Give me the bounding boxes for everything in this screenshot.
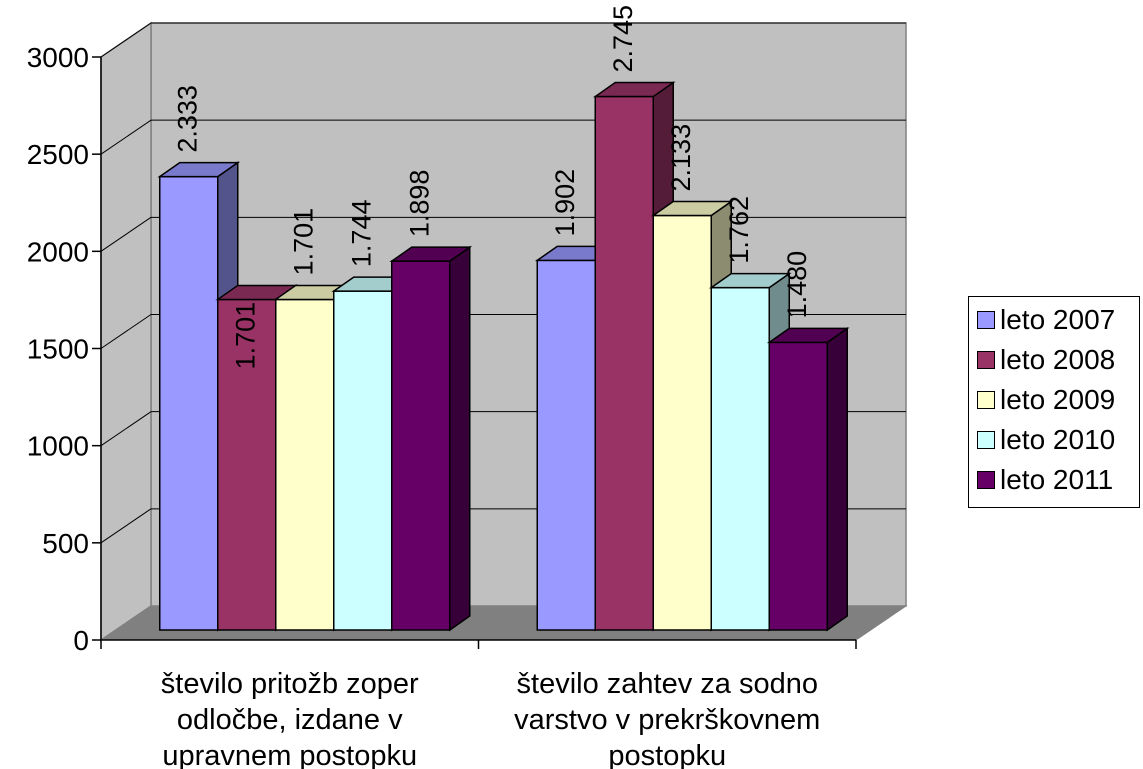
bar-top xyxy=(592,81,676,98)
legend-swatch xyxy=(977,311,995,329)
bar-front xyxy=(536,259,596,631)
legend-item: leto 2009 xyxy=(977,384,1116,415)
bar-front xyxy=(652,214,712,631)
data-label: 2.333 xyxy=(173,85,203,153)
y-tick-label: 1500 xyxy=(27,334,89,365)
legend-swatch xyxy=(977,431,995,449)
legend-label: leto 2009 xyxy=(1000,384,1116,415)
gridline-side xyxy=(100,22,152,58)
legend-label: leto 2008 xyxy=(1000,344,1116,375)
y-tick-label: 0 xyxy=(73,625,89,656)
legend-label: leto 2007 xyxy=(1000,304,1116,335)
data-label: 2.133 xyxy=(666,124,696,192)
gridline-side xyxy=(100,119,152,155)
x-category-label: število pritožb zoper odločbe, izdane v up… xyxy=(161,668,419,769)
bar-front xyxy=(710,286,770,631)
y-tick-label: 3000 xyxy=(27,42,89,73)
bars xyxy=(157,81,850,632)
gridline-side xyxy=(100,216,152,252)
legend-swatch xyxy=(977,471,995,489)
gridline-side xyxy=(100,508,152,544)
bar-top xyxy=(157,161,241,178)
y-tick-label: 2000 xyxy=(27,236,89,267)
y-tick-label: 2500 xyxy=(27,139,89,170)
x-category-label: število zahtev za sodno varstvo v prekršk… xyxy=(514,668,820,769)
bar-side xyxy=(826,326,848,632)
data-label: 2.745 xyxy=(608,5,638,73)
gridline-side xyxy=(100,314,152,349)
bar-top xyxy=(389,246,473,262)
data-label: 1.902 xyxy=(550,169,580,237)
y-tick-label: 500 xyxy=(42,528,89,559)
bar-front xyxy=(275,298,335,631)
gridline-side xyxy=(100,411,152,447)
bar-top xyxy=(650,200,734,217)
bar-front xyxy=(768,341,828,631)
data-label: 1.701 xyxy=(289,208,319,276)
bar-front xyxy=(594,95,654,631)
bar-top xyxy=(708,272,792,289)
legend: leto 2007 leto 2008 leto 2009 leto 2010 leto… xyxy=(968,296,1140,508)
legend-swatch xyxy=(977,391,995,409)
data-label: 1.701 xyxy=(231,302,261,370)
x-category-labels: število pritožb zoper odločbe, izdane v up… xyxy=(161,668,821,769)
legend-swatch xyxy=(977,351,995,369)
legend-item: leto 2007 xyxy=(977,304,1116,335)
data-labels: 2.333 1.701 1.701 1.744 1.898 1.902 2.745 2.133… xyxy=(173,5,813,369)
data-label: 1.480 xyxy=(782,251,812,319)
legend-item: leto 2011 xyxy=(977,464,1114,495)
data-label: 1.762 xyxy=(724,196,754,264)
y-tick-label: 1000 xyxy=(27,431,89,462)
axes xyxy=(92,56,857,649)
bar-front xyxy=(333,290,393,631)
data-label: 1.898 xyxy=(405,170,435,238)
bar xyxy=(389,245,473,632)
bar-top xyxy=(766,327,850,344)
bar-front xyxy=(391,260,451,631)
legend-label: leto 2011 xyxy=(1000,464,1114,495)
bar xyxy=(766,326,850,632)
data-label: 1.744 xyxy=(347,200,377,268)
bar-side xyxy=(449,245,471,632)
y-tick-labels: 0 500 1000 1500 2000 2500 3000 xyxy=(27,42,89,656)
legend-label: leto 2010 xyxy=(1000,424,1116,455)
bar-front xyxy=(159,175,219,631)
legend-item: leto 2010 xyxy=(977,424,1116,455)
legend-item: leto 2008 xyxy=(977,344,1116,375)
